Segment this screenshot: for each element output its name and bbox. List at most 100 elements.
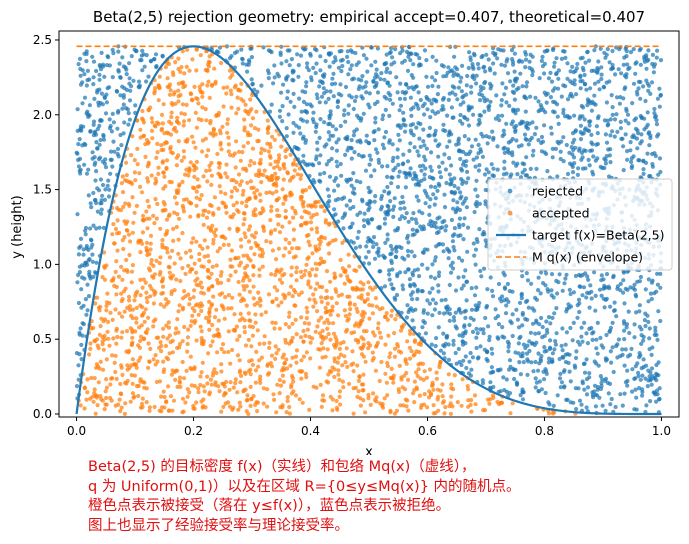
rejected-point <box>608 133 613 138</box>
rejected-point <box>644 78 649 83</box>
rejected-point <box>499 98 504 103</box>
rejected-point <box>249 77 254 82</box>
accepted-point <box>149 128 155 133</box>
rejected-point <box>456 73 461 78</box>
rejected-point <box>548 321 553 326</box>
rejected-point <box>646 319 651 325</box>
accepted-point <box>170 350 175 355</box>
rejected-point <box>148 59 153 64</box>
accepted-point <box>230 295 235 300</box>
rejected-point <box>634 407 639 412</box>
rejected-point <box>625 157 630 162</box>
rejected-point <box>548 125 554 130</box>
accepted-point <box>125 228 130 233</box>
accepted-point <box>244 109 249 114</box>
accepted-point <box>231 203 236 208</box>
accepted-point <box>267 340 272 345</box>
rejected-point <box>504 377 509 382</box>
rejected-point <box>387 113 392 118</box>
rejected-point <box>342 108 347 113</box>
accepted-point <box>267 371 272 376</box>
rejected-point <box>623 118 628 123</box>
rejected-point <box>522 94 527 99</box>
rejected-point <box>525 372 530 377</box>
accepted-point <box>99 316 104 321</box>
accepted-point <box>218 174 223 179</box>
accepted-point <box>425 405 430 410</box>
rejected-point <box>375 46 380 51</box>
rejected-point <box>349 63 354 68</box>
accepted-point <box>157 74 162 79</box>
rejected-point <box>640 373 645 378</box>
accepted-point <box>239 81 244 86</box>
rejected-point <box>525 278 531 283</box>
rejected-point <box>427 222 432 227</box>
rejected-point <box>482 109 487 114</box>
rejected-point <box>585 97 591 102</box>
rejected-point <box>91 122 96 127</box>
rejected-point <box>303 109 308 114</box>
rejected-point <box>88 276 93 281</box>
rejected-point <box>366 185 371 190</box>
accepted-point <box>176 188 181 193</box>
accepted-point <box>143 330 148 335</box>
rejected-point <box>558 149 563 154</box>
rejected-point <box>639 132 644 137</box>
accepted-point <box>304 262 309 267</box>
rejected-point <box>296 63 301 68</box>
rejected-point <box>459 168 465 173</box>
rejected-point <box>628 148 633 153</box>
accepted-point <box>343 360 348 365</box>
accepted-point <box>280 187 285 192</box>
rejected-point <box>77 332 82 337</box>
accepted-point <box>172 90 177 95</box>
accepted-point <box>361 282 366 287</box>
accepted-point <box>180 305 186 310</box>
rejected-point <box>567 352 572 357</box>
accepted-point <box>220 291 225 296</box>
rejected-point <box>524 80 530 85</box>
accepted-point <box>216 161 221 166</box>
rejected-point <box>384 61 389 66</box>
rejected-point <box>77 137 82 142</box>
rejected-point <box>284 75 289 81</box>
accepted-point <box>261 225 266 230</box>
accepted-point <box>213 227 219 232</box>
rejected-point <box>336 91 341 97</box>
accepted-point <box>241 284 246 289</box>
accepted-point <box>290 246 295 251</box>
rejected-point <box>492 71 497 76</box>
rejected-point <box>582 370 588 375</box>
rejected-point <box>593 293 598 298</box>
rejected-point <box>341 112 347 118</box>
accepted-point <box>398 328 404 333</box>
accepted-point <box>264 239 269 244</box>
rejected-point <box>521 390 526 395</box>
accepted-point <box>85 377 90 382</box>
accepted-point <box>315 324 320 329</box>
rejected-point <box>395 147 400 152</box>
rejected-point <box>636 131 641 136</box>
rejected-point <box>450 260 455 265</box>
accepted-point <box>99 397 104 402</box>
rejected-point <box>385 66 390 71</box>
rejected-point <box>410 318 415 323</box>
accepted-point <box>307 297 312 302</box>
rejected-point <box>543 390 548 396</box>
rejected-point <box>441 107 446 112</box>
rejected-point <box>317 161 322 166</box>
accepted-point <box>331 342 337 348</box>
accepted-point <box>258 374 263 379</box>
accepted-point <box>281 352 286 357</box>
rejected-point <box>322 144 327 149</box>
accepted-point <box>238 404 243 409</box>
rejected-point <box>654 55 659 60</box>
rejected-point <box>79 357 84 362</box>
accepted-point <box>241 278 246 283</box>
rejected-point <box>471 317 476 322</box>
accepted-point <box>210 223 215 228</box>
rejected-point <box>475 61 481 67</box>
rejected-point <box>658 271 663 276</box>
accepted-point <box>183 271 188 276</box>
accepted-point <box>207 168 212 173</box>
